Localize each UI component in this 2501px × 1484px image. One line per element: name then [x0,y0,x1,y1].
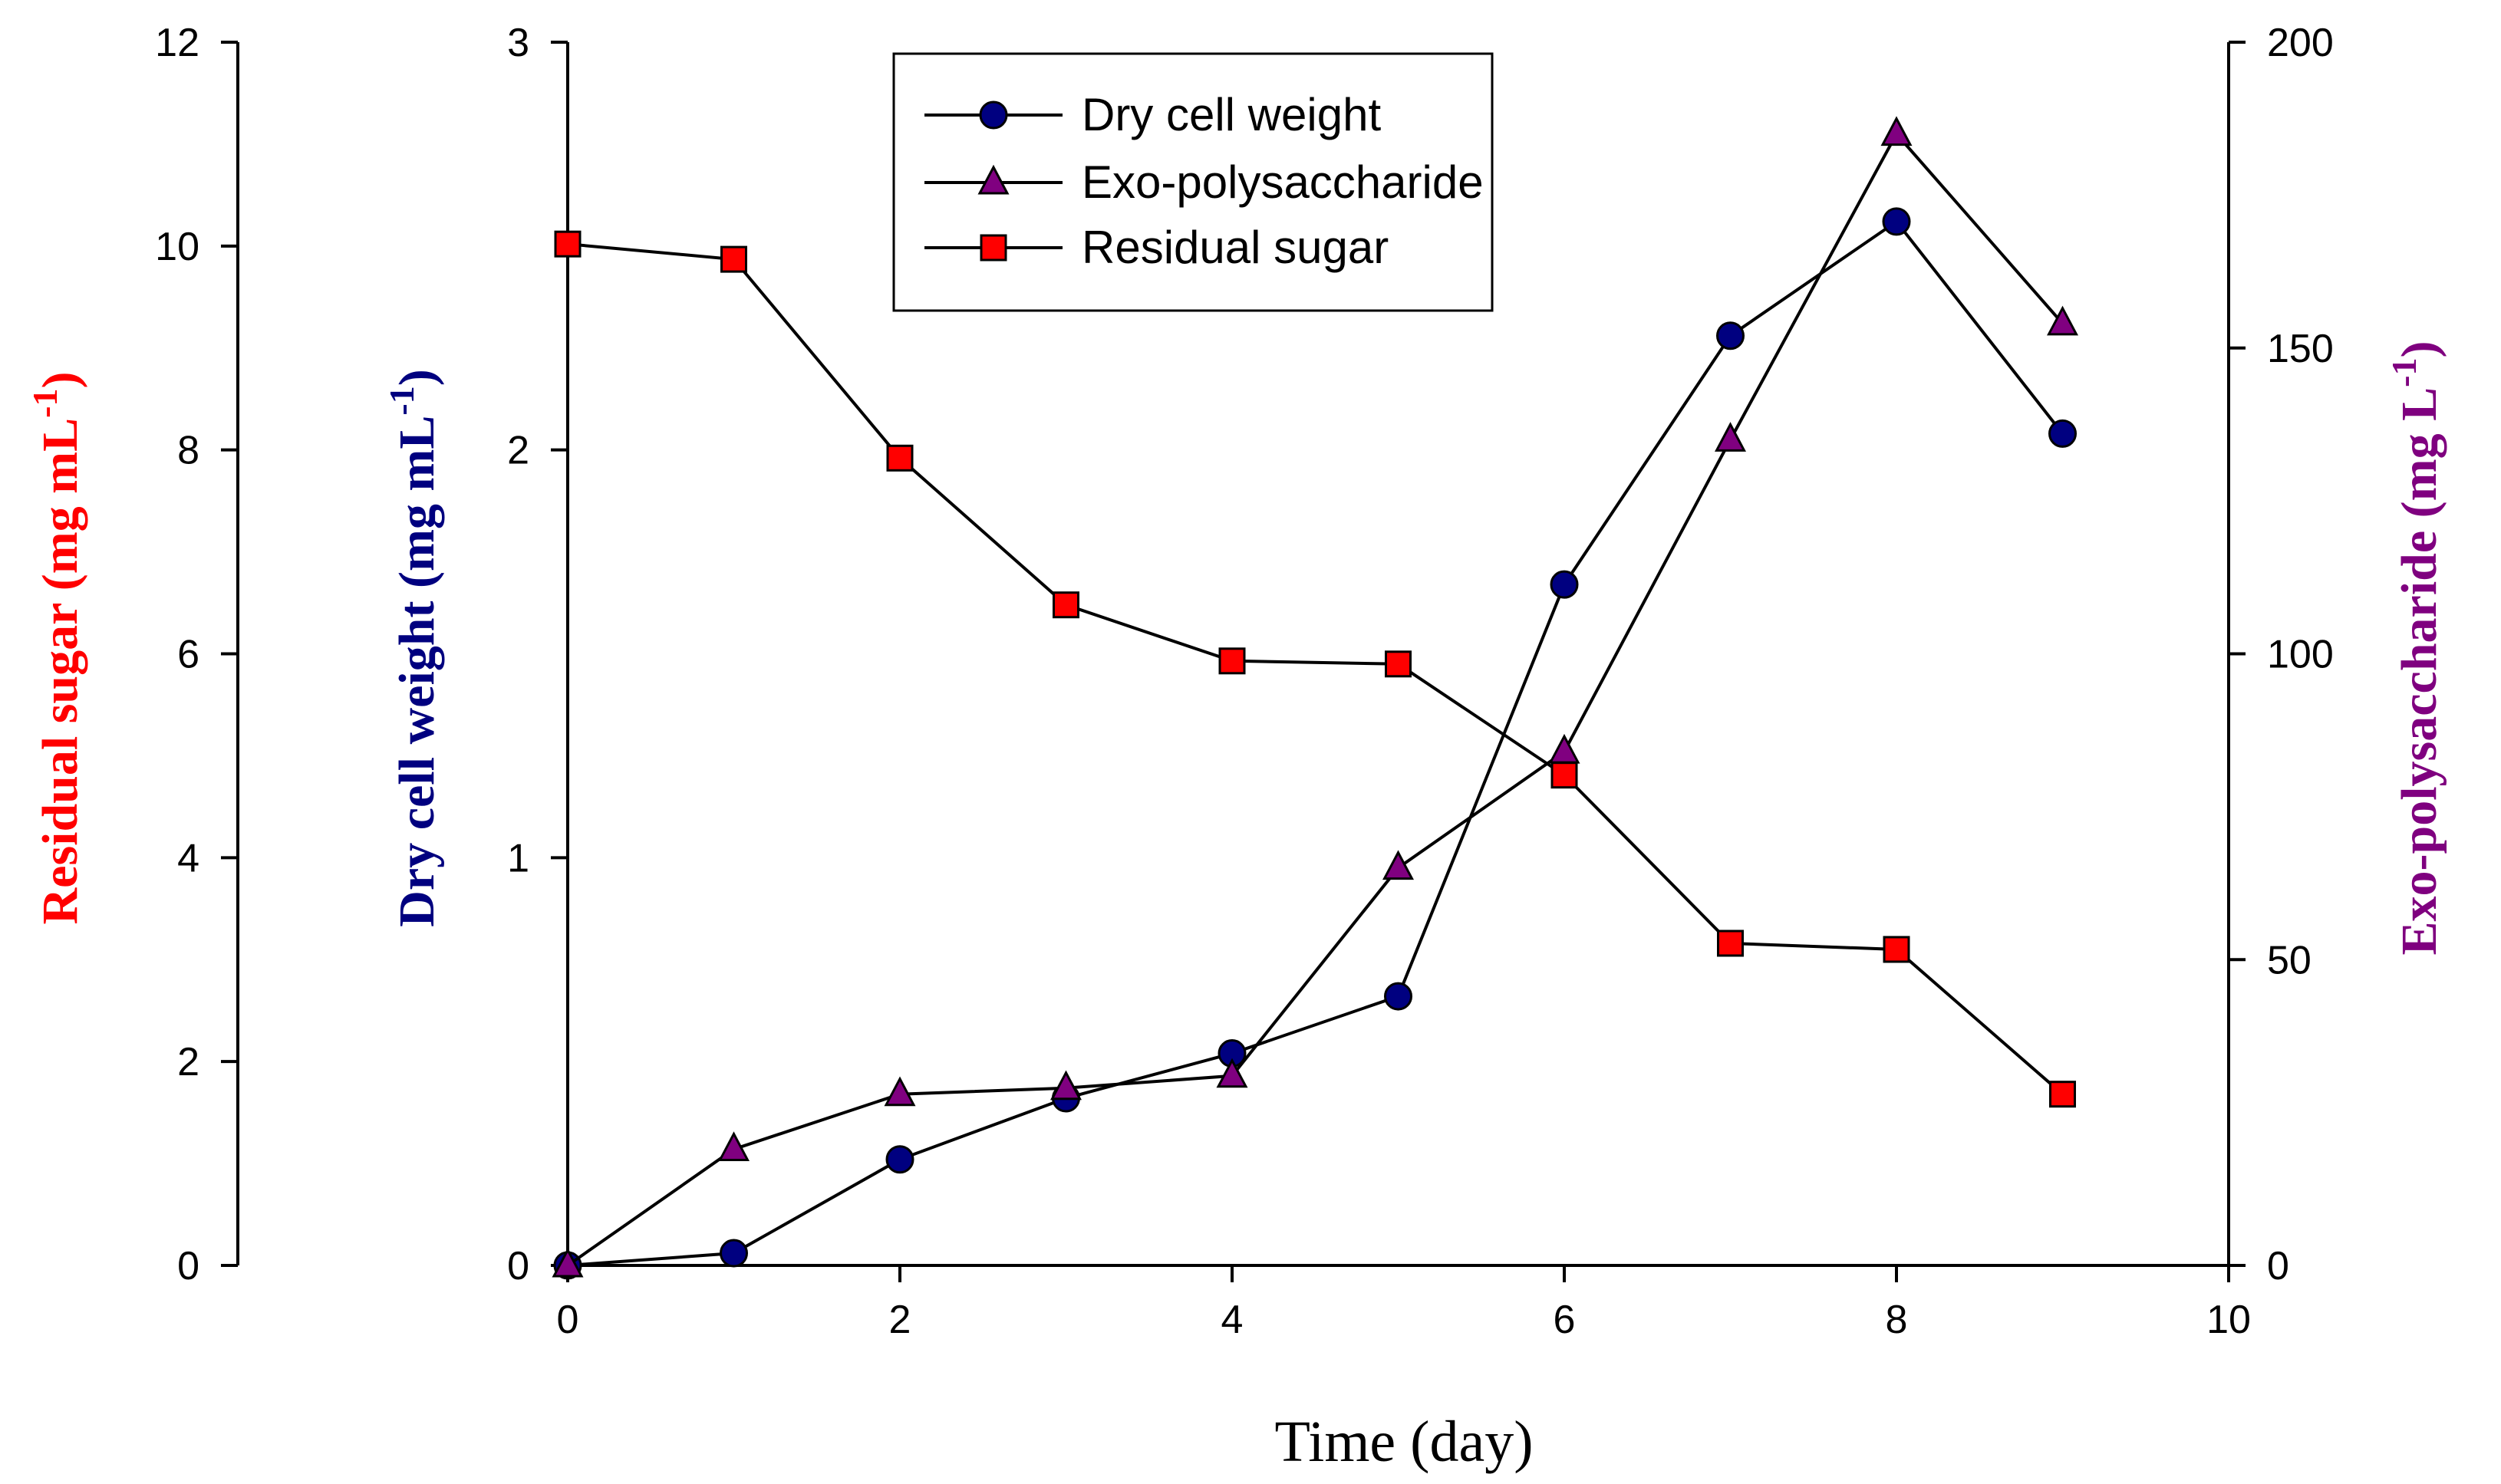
eps-tick-label: 0 [2267,1244,2289,1288]
eps-point [2047,305,2078,336]
legend-label-dcw: Dry cell weight [1082,89,1381,140]
dcw-point [1882,207,1911,236]
eps-point [1050,1070,1082,1101]
eps-axis-title-text: Exo-polysaccharide (mg L [2391,387,2447,956]
eps-point [884,1076,916,1107]
sugar-tick-label: 10 [155,225,199,269]
sugar-tick-label: 2 [177,1040,199,1084]
sugar-point [1717,930,1744,957]
legend: Dry cell weight Exo-polysaccharide Resid… [892,52,1494,312]
legend-entry-eps: Exo-polysaccharide [924,156,1484,208]
dcw-tick-label: 3 [507,21,529,65]
sugar-tick-label: 6 [177,633,199,677]
sugar-axis-title-text: Residual sugar (mg mL [32,418,88,925]
eps-point [1216,1058,1248,1088]
series-layer [552,116,2078,1280]
sugar-tick-label: 0 [177,1244,199,1288]
x-axis-title: Time (day) [1274,1410,1533,1474]
eps-axis-title-superscript: -1 [2384,358,2424,387]
x-tick-label: 0 [557,1298,579,1342]
x-tick-label: 10 [2206,1298,2251,1342]
eps-point [1715,422,1746,452]
x-tick-label: 6 [1554,1298,1576,1342]
dcw-point [720,1239,748,1268]
legend-marker-square [980,234,1007,262]
dcw-tick-label: 1 [507,836,529,880]
legend-box [892,52,1494,312]
dcw-point [1384,982,1412,1011]
sugar-point [1883,936,1910,963]
dcw-axis-title-close: ) [389,369,445,386]
sugar-tick-label: 12 [155,21,199,65]
sugar-point [1550,762,1578,789]
legend-entry-sugar: Residual sugar [924,222,1389,273]
sugar-point [720,245,747,273]
eps-tick-label: 150 [2267,327,2334,371]
legend-label-sugar: Residual sugar [1082,222,1389,273]
sugar-point [1053,591,1079,619]
x-tick-label: 4 [1221,1298,1244,1342]
legend-label-eps: Exo-polysaccharide [1082,156,1484,208]
legend-entry-dcw: Dry cell weight [924,89,1381,140]
eps-point [552,1247,584,1278]
eps-tick-label: 100 [2267,633,2334,677]
x-tick-label: 8 [1886,1298,1908,1342]
eps-point [1880,116,1913,146]
sugar-axis-title-close: ) [32,372,88,389]
sugar-point [1218,647,1246,675]
eps-point [718,1131,750,1161]
eps-axis-title-close: ) [2391,341,2447,358]
sugar-axis-title-superscript: -1 [25,388,64,417]
series-line-dcw [567,219,2064,1267]
dcw-point [885,1145,914,1174]
legend-marker-circle [979,100,1008,130]
legend-marker-triangle [977,164,1010,195]
eps-tick-label: 50 [2267,938,2312,982]
dcw-tick-label: 0 [507,1244,529,1288]
sugar-point [886,444,914,472]
x-tick-label: 2 [889,1298,911,1342]
dcw-axis-title-superscript: -1 [382,386,421,415]
dcw-point [2048,419,2077,448]
sugar-point [1385,650,1412,678]
eps-point [1548,733,1580,764]
dcw-point [1550,570,1579,599]
dcw-tick-label: 2 [507,429,529,473]
dcw-axis-title-text: Dry cell weight (mg mL [389,416,445,927]
series-line-eps [566,131,2064,1267]
sugar-tick-label: 4 [177,836,199,880]
sugar-tick-label: 8 [177,429,199,473]
dcw-axis-title: Dry cell weight (mg mL-1) [382,369,445,926]
eps-point [1382,850,1414,880]
eps-tick-label: 200 [2267,21,2334,65]
sugar-point [2049,1081,2076,1108]
axes-layer: 0 2 4 6 8 100246810120123050100150200Residual… [25,21,2447,1342]
series-line-sugar [567,242,2064,1096]
dcw-point [1716,321,1745,350]
sugar-axis-title: Residual sugar (mg mL-1) [25,372,88,925]
eps-axis-title: Exo-polysaccharide (mg L-1) [2384,341,2447,956]
sugar-point [554,230,582,258]
